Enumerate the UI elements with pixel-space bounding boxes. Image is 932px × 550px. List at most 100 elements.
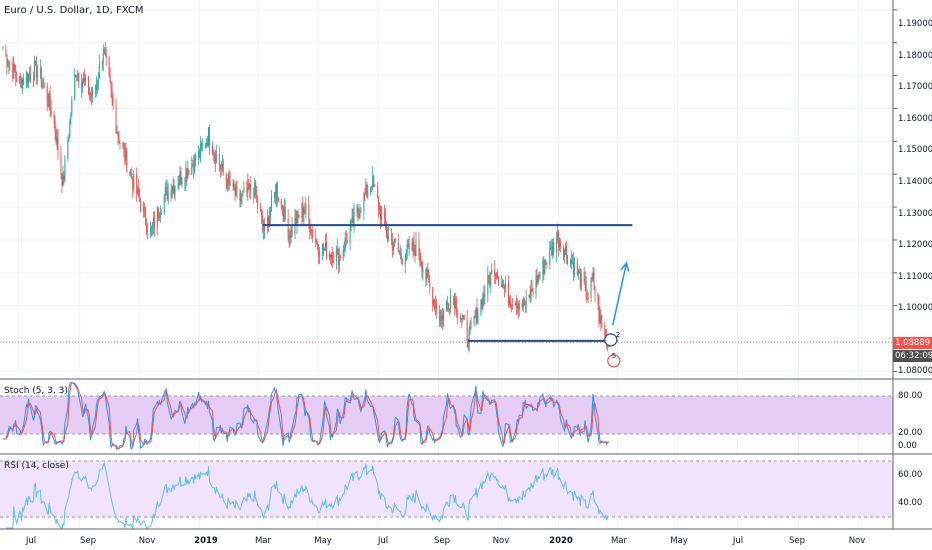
candle-body: [156, 207, 158, 228]
candle-body: [447, 303, 449, 310]
candle-body: [27, 73, 29, 83]
candle-body: [508, 299, 510, 305]
candle-body: [103, 49, 105, 54]
candle-body: [226, 180, 228, 189]
candle-body: [187, 170, 189, 178]
candle-body: [418, 239, 420, 257]
candle-body: [539, 274, 541, 277]
stoch-label[interactable]: Stoch (5, 3, 3): [4, 386, 68, 396]
candle-body: [261, 211, 263, 216]
indicator-bands: [0, 395, 893, 518]
candle-body: [559, 242, 561, 247]
rsi-label[interactable]: RSI (14, close): [4, 461, 69, 471]
candle-body: [432, 287, 434, 306]
stoch-tick: 0.00: [898, 441, 917, 451]
candle-body: [218, 153, 220, 165]
candle-body: [164, 188, 166, 196]
candle-body: [593, 272, 595, 288]
candle-body: [310, 232, 312, 234]
candle-body: [460, 319, 462, 321]
candle-body: [91, 90, 93, 97]
candle-body: [598, 304, 600, 323]
candle-body: [599, 316, 601, 323]
candle-body: [419, 256, 421, 262]
candle-body: [208, 127, 210, 146]
time-tick: Jul: [25, 536, 37, 546]
price-tick: 1.10000: [898, 303, 932, 313]
candle-body: [584, 281, 586, 282]
candle-body: [22, 79, 24, 89]
candle-body: [214, 154, 216, 163]
candle-body: [364, 193, 366, 195]
time-tick: May: [314, 536, 332, 546]
candle-body: [591, 277, 593, 279]
trend-drawings[interactable]: 25: [0, 224, 893, 368]
price-tick: 1.14000: [898, 177, 932, 187]
candle-body: [253, 191, 255, 196]
candle-body: [489, 279, 491, 286]
candle-body: [143, 207, 145, 212]
candle-body: [579, 272, 581, 288]
candle-body: [386, 236, 388, 239]
candle-body: [374, 185, 376, 187]
candle-body: [480, 299, 482, 315]
candle-body: [14, 64, 16, 73]
candle-body: [221, 163, 223, 169]
time-tick: Jul: [377, 536, 389, 546]
candle-body: [566, 255, 568, 264]
candle-body: [322, 243, 324, 257]
candle-body: [32, 80, 34, 82]
rsi-tick: 60.00: [898, 470, 923, 480]
chart-title[interactable]: Euro / U.S. Dollar, 1D, FXCM: [4, 5, 144, 16]
candle-body: [304, 210, 306, 212]
candle-body: [129, 172, 131, 175]
candle-body: [254, 182, 256, 196]
candle-body: [365, 184, 367, 195]
candle-body: [319, 256, 321, 257]
candle-body: [26, 73, 28, 84]
candle-body: [39, 68, 41, 71]
candle-body: [241, 193, 243, 199]
candle-body: [291, 226, 293, 234]
candle-body: [117, 132, 119, 138]
candle-body: [339, 255, 341, 259]
candle-body: [546, 262, 548, 265]
candle-body: [528, 295, 530, 298]
candle-body: [60, 152, 62, 174]
candle-body: [207, 141, 209, 146]
candle-body: [544, 263, 546, 273]
candle-body: [466, 319, 468, 343]
candle-body: [498, 276, 500, 285]
candle-body: [186, 168, 188, 178]
candle-body: [505, 282, 507, 289]
candle-body: [225, 173, 227, 181]
price-tick: 1.18000: [898, 51, 932, 61]
price-tick: 1.16000: [898, 114, 932, 124]
candle-body: [76, 76, 78, 77]
candle-body: [459, 315, 461, 320]
candle-body: [180, 171, 182, 184]
candle-body: [50, 107, 52, 115]
candle-body: [140, 201, 142, 212]
candle-body: [564, 249, 566, 258]
chart-grid: [0, 0, 893, 528]
candle-body: [352, 216, 354, 226]
candle-body: [147, 231, 149, 232]
time-tick: 2019: [194, 536, 218, 546]
candle-body: [358, 213, 360, 218]
candle-body: [136, 174, 138, 194]
candle-body: [54, 121, 56, 133]
candle-body: [474, 316, 476, 318]
candle-body: [229, 180, 231, 186]
candle-body: [47, 102, 49, 108]
candle-body: [115, 105, 117, 133]
candle-body: [462, 315, 464, 318]
candle-body: [529, 295, 531, 299]
candle-body: [150, 226, 152, 230]
candle-body: [311, 229, 313, 234]
stoch-d-line: [3, 382, 609, 450]
candle-body: [138, 188, 140, 197]
candle-body: [171, 191, 173, 197]
candle-body: [6, 54, 8, 66]
